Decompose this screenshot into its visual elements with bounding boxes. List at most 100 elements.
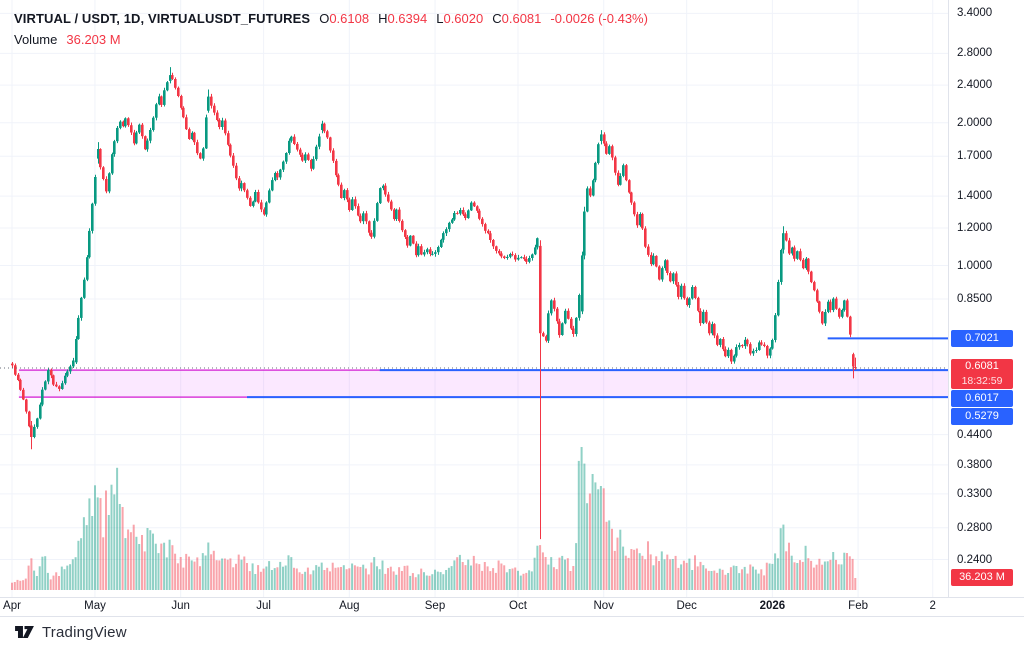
volume-bar <box>77 540 80 590</box>
time-axis[interactable]: Apr May Jun Jul Aug Sep Oct Nov Dec 2026 Feb 2 <box>0 597 1024 617</box>
candle-body <box>539 245 542 334</box>
volume-bar <box>376 566 378 590</box>
candle-body <box>680 285 683 297</box>
price-tick: 0.8500 <box>957 293 993 305</box>
volume-bar <box>226 559 229 590</box>
candle-body <box>33 426 36 437</box>
price-tick: 0.3800 <box>957 458 993 471</box>
volume-bar <box>846 553 848 590</box>
volume-bar <box>467 559 470 590</box>
volume-bar <box>370 562 373 590</box>
volume-axis-label[interactable]: 36.203 M <box>951 569 1013 586</box>
volume-bar <box>815 564 818 590</box>
supply-zone[interactable] <box>18 370 948 398</box>
candle-body <box>315 146 318 160</box>
volume-bar <box>69 564 72 590</box>
candle-body <box>511 254 514 255</box>
volume-bar <box>511 568 514 590</box>
candle-body <box>343 190 346 198</box>
volume-label[interactable]: Volume <box>14 32 58 47</box>
price-tick: 0.2800 <box>957 521 993 534</box>
volume-bar <box>165 557 168 590</box>
volume-bar <box>293 567 295 590</box>
candle-body <box>221 120 224 127</box>
volume-bar <box>434 569 436 590</box>
line-price-label[interactable]: 0.5279 <box>951 408 1013 425</box>
volume-bar <box>201 553 204 590</box>
price-tick: 1.2000 <box>957 221 993 234</box>
volume-bar <box>38 566 41 590</box>
volume-bar <box>121 507 124 590</box>
candle-body <box>420 246 423 255</box>
candle-body <box>846 300 849 317</box>
volume-bar <box>315 565 318 590</box>
volume-bar <box>489 571 492 590</box>
candle-body <box>636 214 639 226</box>
volume-bar <box>381 560 384 590</box>
candle-body <box>111 154 114 174</box>
symbol-title[interactable]: VIRTUAL / USDT, 1D, VIRTUALUSDT_FUTURES <box>14 11 311 26</box>
line-price-label[interactable]: 0.7021 <box>951 329 1013 347</box>
candle-body <box>323 123 326 132</box>
volume-bar <box>450 566 453 590</box>
volume-bar <box>436 571 439 590</box>
candle-body <box>769 348 772 356</box>
volume-bar <box>353 565 356 590</box>
candle-body <box>605 143 608 154</box>
candle-body <box>196 142 199 154</box>
chart-canvas[interactable] <box>0 0 948 597</box>
volume-bar <box>807 558 810 590</box>
time-tick: Jun <box>171 600 190 612</box>
candle-body <box>146 140 149 150</box>
candle-body <box>600 134 603 141</box>
tradingview-attribution[interactable]: TradingView <box>14 623 127 641</box>
candle-body <box>155 104 158 118</box>
bar-countdown: 18:32:59 <box>961 375 1003 387</box>
candle-body <box>395 209 398 219</box>
volume-bar <box>821 564 824 590</box>
volume-bar <box>724 574 727 590</box>
last-price-label[interactable]: 0.6081 18:32:59 <box>951 359 1013 389</box>
volume-bar <box>326 567 329 590</box>
volume-bar <box>765 562 768 590</box>
candle-body <box>235 165 238 179</box>
volume-bar <box>843 552 846 590</box>
candle-body <box>398 209 401 221</box>
candle-body <box>69 366 72 372</box>
candle-body <box>130 125 133 133</box>
candle-body <box>694 287 697 298</box>
candle-body <box>456 213 459 214</box>
candle-body <box>41 389 44 405</box>
volume-bar <box>854 578 857 590</box>
volume-bar <box>550 557 553 590</box>
candle-body <box>437 247 440 253</box>
candle-body <box>705 311 708 323</box>
price-axis[interactable]: 3.4000 2.8000 2.4000 2.0000 1.7000 1.4000 1.20… <box>948 0 1024 615</box>
volume-bar <box>752 566 754 590</box>
candle-body <box>724 349 727 357</box>
time-tick: Nov <box>593 600 614 612</box>
volume-bar <box>638 553 641 590</box>
candle-body <box>661 268 664 280</box>
candle-body <box>583 211 586 256</box>
candle-body <box>581 255 584 312</box>
candle-body <box>158 96 161 105</box>
volume-bar <box>619 529 622 590</box>
volume-bar <box>24 578 27 590</box>
candle-body <box>741 345 744 347</box>
candle-body <box>810 271 813 283</box>
candle-body <box>625 165 628 181</box>
candle-body <box>570 318 573 329</box>
candle-body <box>365 213 368 222</box>
line-price-label[interactable]: 0.6017 <box>951 390 1013 407</box>
candle-body <box>144 136 147 150</box>
volume-bar <box>240 559 243 590</box>
volume-bar <box>301 573 304 590</box>
candle-body <box>691 287 694 299</box>
volume-bar <box>63 569 66 590</box>
candle-body <box>229 144 232 156</box>
candle-body <box>376 203 379 221</box>
candle-body <box>500 253 503 257</box>
candle-body <box>64 375 67 384</box>
volume-bar <box>362 564 365 590</box>
